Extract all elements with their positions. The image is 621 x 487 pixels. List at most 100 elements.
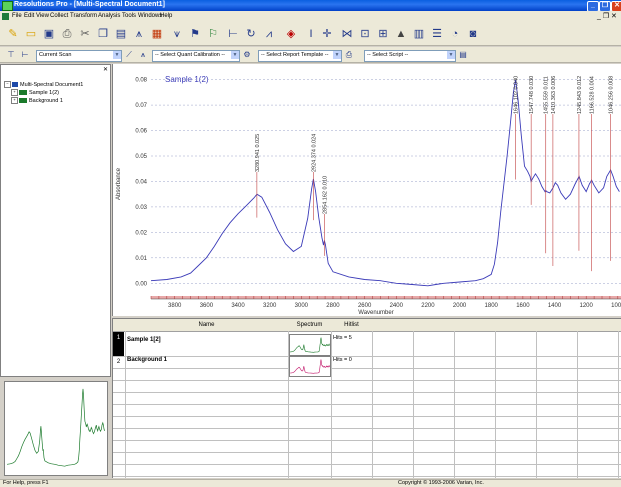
quant-run-icon[interactable]: ⚙	[243, 50, 251, 59]
menu-windows[interactable]: Windows	[138, 13, 163, 19]
grid-column-line	[618, 331, 619, 478]
report-icon[interactable]: ▥	[413, 28, 425, 40]
row-name[interactable]: Sample 1[2]	[127, 337, 161, 343]
x-tick-label: 1600	[516, 303, 530, 309]
row-hitlist[interactable]: Hits = 5	[333, 335, 352, 341]
menu-analysis[interactable]: Analysis	[98, 13, 121, 19]
save-icon[interactable]: ▣	[43, 28, 55, 40]
library-search-icon[interactable]: ◈	[286, 28, 296, 40]
y-tick-label: 0.06	[135, 129, 147, 135]
y-tick-label: 0.02	[135, 230, 147, 236]
menu-view[interactable]: View	[36, 13, 49, 19]
annotate-icon[interactable]: ⊡	[360, 28, 370, 40]
color-spectrum-icon[interactable]: ▦	[151, 28, 163, 40]
chevron-down-icon[interactable]: ▼	[113, 51, 121, 59]
line-icon[interactable]: ⟋	[126, 50, 132, 59]
overlay-icon[interactable]: ⊞	[378, 28, 388, 40]
spectrum-preview[interactable]	[289, 334, 331, 356]
baseline-icon[interactable]: ⚐	[208, 28, 218, 40]
column-header-hitlist[interactable]: Hitlist	[331, 319, 373, 332]
menu-help[interactable]: Help	[160, 13, 173, 19]
x-tick-label: 3600	[200, 303, 214, 309]
run-script-icon[interactable]: ▤	[459, 50, 467, 59]
splitter[interactable]	[112, 316, 621, 319]
row-hitlist[interactable]: Hits = 0	[333, 357, 352, 363]
peak-label: 2924.374 0.024	[311, 134, 317, 172]
scan-icon[interactable]: ⊤	[7, 50, 15, 59]
menu-file[interactable]: File	[12, 13, 22, 19]
triangle-icon[interactable]: ▲	[395, 28, 407, 40]
column-header-spectrum[interactable]: Spectrum	[288, 319, 332, 332]
menu-tools[interactable]: Tools	[122, 13, 137, 19]
x-tick-label: 2800	[326, 303, 340, 309]
peak-label: 1547.748 0.030	[529, 76, 535, 114]
peak-label: 1166.528 0.004	[589, 76, 595, 114]
spectrum-preview-line	[289, 359, 331, 374]
flag-icon[interactable]: ⚑	[190, 28, 200, 40]
chevron-down-icon[interactable]: ▼	[231, 51, 239, 59]
grid-row-line	[113, 464, 621, 465]
vertical-cursor-icon[interactable]: I	[309, 28, 313, 40]
peak-label: 1410.363 0.006	[551, 76, 557, 114]
grid-row-line	[113, 452, 621, 453]
chevron-down-icon[interactable]: ▼	[333, 51, 341, 59]
status-copyright: Copyright © 1993-2006 Varian, Inc.	[398, 480, 484, 486]
y-axis-title: Absorbance	[116, 167, 122, 200]
mdi-controls[interactable]: _ ❐ ✕	[597, 13, 617, 20]
row-number[interactable]: 1	[113, 332, 124, 356]
crosshair-icon[interactable]: ✛	[322, 28, 332, 40]
camera-icon[interactable]: ◙	[469, 28, 477, 40]
y-tick-label: 0.08	[135, 78, 147, 84]
print-report-icon[interactable]: ⎙	[345, 50, 353, 59]
open-folder-icon[interactable]: ▭	[25, 28, 37, 40]
new-icon[interactable]: ✎	[8, 28, 18, 40]
list-icon[interactable]: ☰	[432, 28, 442, 40]
expand-icon[interactable]: +	[11, 97, 18, 104]
collapse-icon[interactable]: −	[4, 81, 11, 88]
row-name[interactable]: Background 1	[127, 357, 168, 363]
print-icon[interactable]: ⎙	[62, 28, 72, 40]
column-header-name[interactable]: Name	[125, 319, 289, 332]
report-template-select[interactable]: -- Select Report Template -- ▼	[258, 50, 342, 62]
document-icon[interactable]	[2, 13, 9, 20]
paste-icon[interactable]: ▤	[115, 28, 127, 40]
cursor-tool-icon[interactable]: ⊢	[228, 28, 238, 40]
copy-icon[interactable]: ❐	[98, 28, 108, 40]
menu-edit[interactable]: Edit	[24, 13, 35, 19]
cut-icon[interactable]: ✂	[80, 28, 90, 40]
scan-select[interactable]: Current Scan ▼	[36, 50, 122, 62]
spectrum-thumbnail[interactable]	[4, 381, 108, 476]
expand-x-icon[interactable]: ⋈	[341, 28, 353, 40]
tree-item-background[interactable]: + Background 1	[11, 97, 63, 104]
background-icon[interactable]: ⊢	[21, 50, 29, 59]
column-header-empty	[372, 319, 621, 332]
expand-icon[interactable]: +	[11, 89, 18, 96]
tree-item-label: Background 1	[29, 97, 63, 104]
spectrum-preview[interactable]	[289, 356, 331, 377]
spectrum-view-icon[interactable]: ⩚	[135, 28, 143, 40]
quant-icon[interactable]: ⩚	[140, 50, 146, 59]
grid-column-line	[577, 331, 578, 478]
grid-row-line	[113, 428, 621, 429]
spectrum-plot[interactable]: Sample 1(2) 0.00 0.01 0.02 0.03 0.04 0.05 0.06…	[112, 64, 621, 316]
tree-item-sample[interactable]: + Sample 1(2)	[11, 89, 59, 96]
zoom-chart-icon[interactable]: ⩘	[265, 28, 273, 40]
quant-calibration-select[interactable]: -- Select Quant Calibration -- ▼	[152, 50, 240, 62]
timer-icon[interactable]: ◔	[451, 28, 459, 40]
tree-root[interactable]: − Multi-Spectral Document1	[4, 81, 83, 88]
x-tick-label: 3200	[263, 303, 277, 309]
main-toolbar: ✎ ▭ ▣ ⎙ ✂ ❐ ▤ ⩚ ▦ ⩛ ⚑ ⚐ ⊢ ↻ ⩘ ◈ I ✛ ⋈ ⊡ …	[0, 22, 621, 46]
row-number[interactable]: 2	[116, 359, 121, 365]
refresh-icon[interactable]: ↻	[246, 28, 256, 40]
script-select[interactable]: -- Select Script -- ▼	[364, 50, 456, 62]
menu-collect[interactable]: Collect	[50, 13, 69, 19]
tree-item-label: Sample 1(2)	[29, 89, 59, 96]
close-pane-icon[interactable]: ✕	[102, 67, 108, 73]
status-help-text: For Help, press F1	[3, 480, 49, 486]
menu-transform[interactable]: Transform	[70, 13, 98, 19]
x-tick-label: 2400	[390, 303, 404, 309]
script-value: -- Select Script --	[367, 52, 409, 58]
peak-pick-icon[interactable]: ⩛	[173, 28, 181, 40]
chevron-down-icon[interactable]: ▼	[447, 51, 455, 59]
spectrum-chart[interactable]: Sample 1(2) 0.00 0.01 0.02 0.03 0.04 0.05 0.06…	[113, 64, 621, 316]
